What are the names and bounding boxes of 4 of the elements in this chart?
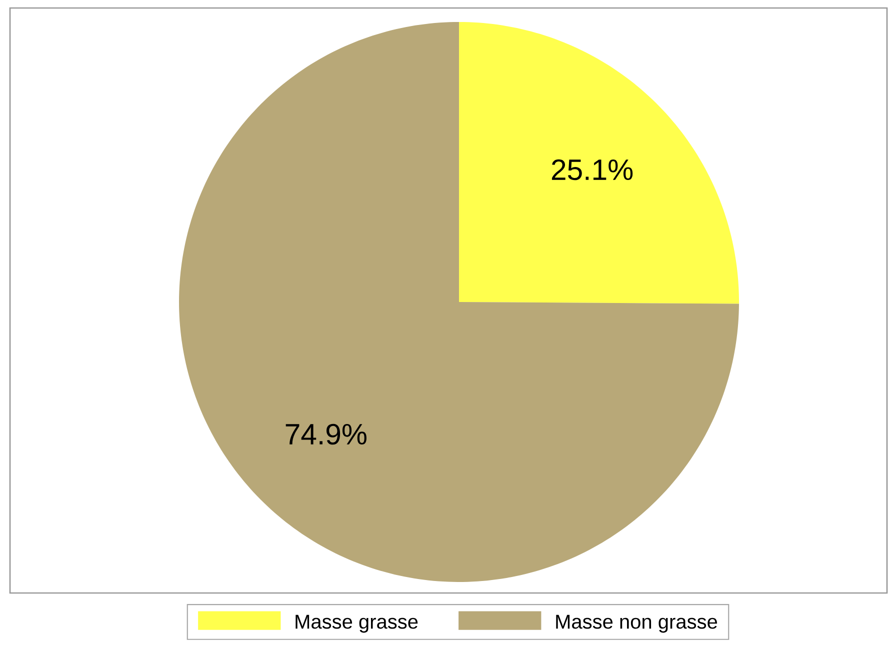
data-label: 25.1% [552,159,633,180]
data-label: 74.9% [286,424,366,445]
legend-label: Masse non grasse [556,614,718,633]
legend-label: Masse grasse [296,614,418,633]
